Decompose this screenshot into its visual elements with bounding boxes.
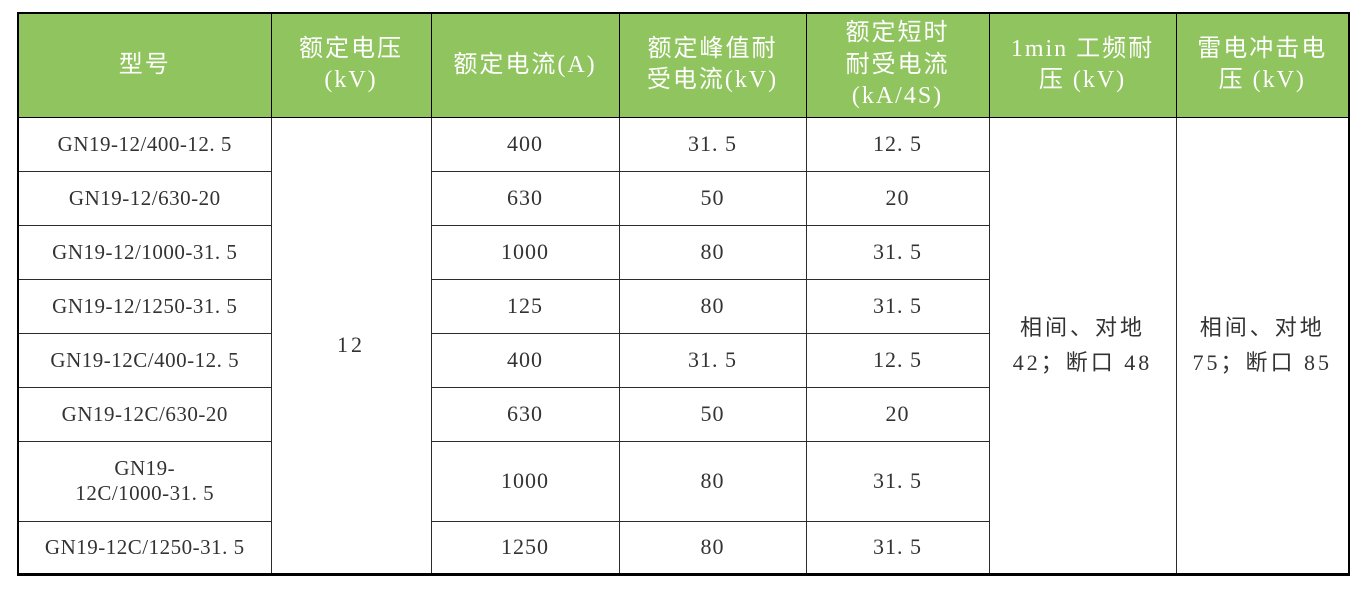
peak-current-cell: 80 (618, 520, 807, 575)
peak-current-cell: 80 (618, 224, 807, 280)
rated-current-cell: 1250 (430, 520, 620, 575)
table-row: GN19-12/1250-31. 5 125 80 31. 5 (17, 278, 1349, 334)
header-model: 型号 (17, 12, 272, 118)
header-rated-voltage: 额定电压 (kV) (270, 12, 432, 118)
rated-current-cell: 630 (430, 386, 620, 442)
short-time-current-cell: 31. 5 (805, 440, 990, 522)
table-row: GN19-12C/400-12. 5 400 31. 5 12. 5 (17, 332, 1349, 388)
model-cell: GN19-12/1000-31. 5 (17, 224, 272, 280)
rated-current-cell: 400 (430, 116, 620, 172)
header-lightning-impulse-voltage: 雷电冲击电 压 (kV) (1175, 12, 1350, 118)
rated-current-cell: 630 (430, 170, 620, 226)
header-power-frequency-withstand-voltage: 1min 工频耐 压 (kV) (988, 12, 1177, 118)
table-row: GN19-12C/630-20 630 50 20 (17, 386, 1349, 442)
peak-current-cell: 80 (618, 278, 807, 334)
short-time-current-cell: 20 (805, 170, 990, 226)
short-time-current-cell: 31. 5 (805, 224, 990, 280)
peak-current-cell: 50 (618, 386, 807, 442)
table-row: GN19- 12C/1000-31. 5 1000 80 31. 5 (17, 440, 1349, 522)
header-short-time-withstand-current: 额定短时 耐受电流 (kA/4S) (805, 12, 990, 118)
short-time-current-cell: 20 (805, 386, 990, 442)
short-time-current-cell: 12. 5 (805, 116, 990, 172)
model-cell: GN19-12C/630-20 (17, 386, 272, 442)
rated-current-cell: 125 (430, 278, 620, 334)
short-time-current-cell: 31. 5 (805, 278, 990, 334)
rated-current-cell: 1000 (430, 224, 620, 280)
header-row: 型号 额定电压 (kV) 额定电流(A) 额定峰值耐 受电流(kV) 额定短时 … (17, 12, 1350, 118)
peak-current-cell: 80 (618, 440, 807, 522)
power-frequency-merged-cell: 相间、对地 42；断口 48 (988, 116, 1177, 575)
model-cell: GN19-12C/400-12. 5 (17, 332, 272, 388)
lightning-impulse-merged-cell: 相间、对地 75；断口 85 (1175, 116, 1350, 575)
table-row: GN19-12/400-12. 5 12 400 31. 5 12. 5 相间、… (17, 116, 1350, 575)
short-time-current-cell: 12. 5 (805, 332, 990, 388)
table-row: GN19-12/1000-31. 5 1000 80 31. 5 (17, 224, 1349, 280)
peak-current-cell: 31. 5 (618, 332, 807, 388)
header-rated-current: 额定电流(A) (430, 12, 620, 118)
model-cell: GN19-12/1250-31. 5 (17, 278, 272, 334)
spec-table: 型号 额定电压 (kV) 额定电流(A) 额定峰值耐 受电流(kV) 额定短时 … (17, 12, 1350, 576)
table-row: GN19-12/630-20 630 50 20 (17, 170, 1349, 226)
header-peak-withstand-current: 额定峰值耐 受电流(kV) (618, 12, 807, 118)
model-cell: GN19-12/630-20 (17, 170, 272, 226)
short-time-current-cell: 31. 5 (805, 520, 990, 575)
rated-current-cell: 1000 (430, 440, 620, 522)
rated-current-cell: 400 (430, 332, 620, 388)
model-cell: GN19-12/400-12. 5 (17, 116, 272, 172)
model-cell: GN19- 12C/1000-31. 5 (17, 440, 272, 522)
rated-voltage-merged-cell: 12 (270, 116, 432, 575)
spec-table-container: 型号 额定电压 (kV) 额定电流(A) 额定峰值耐 受电流(kV) 额定短时 … (17, 12, 1366, 576)
peak-current-cell: 31. 5 (618, 116, 807, 172)
model-cell: GN19-12C/1250-31. 5 (17, 520, 272, 575)
table-row: GN19-12C/1250-31. 5 1250 80 31. 5 (17, 520, 1349, 575)
peak-current-cell: 50 (618, 170, 807, 226)
